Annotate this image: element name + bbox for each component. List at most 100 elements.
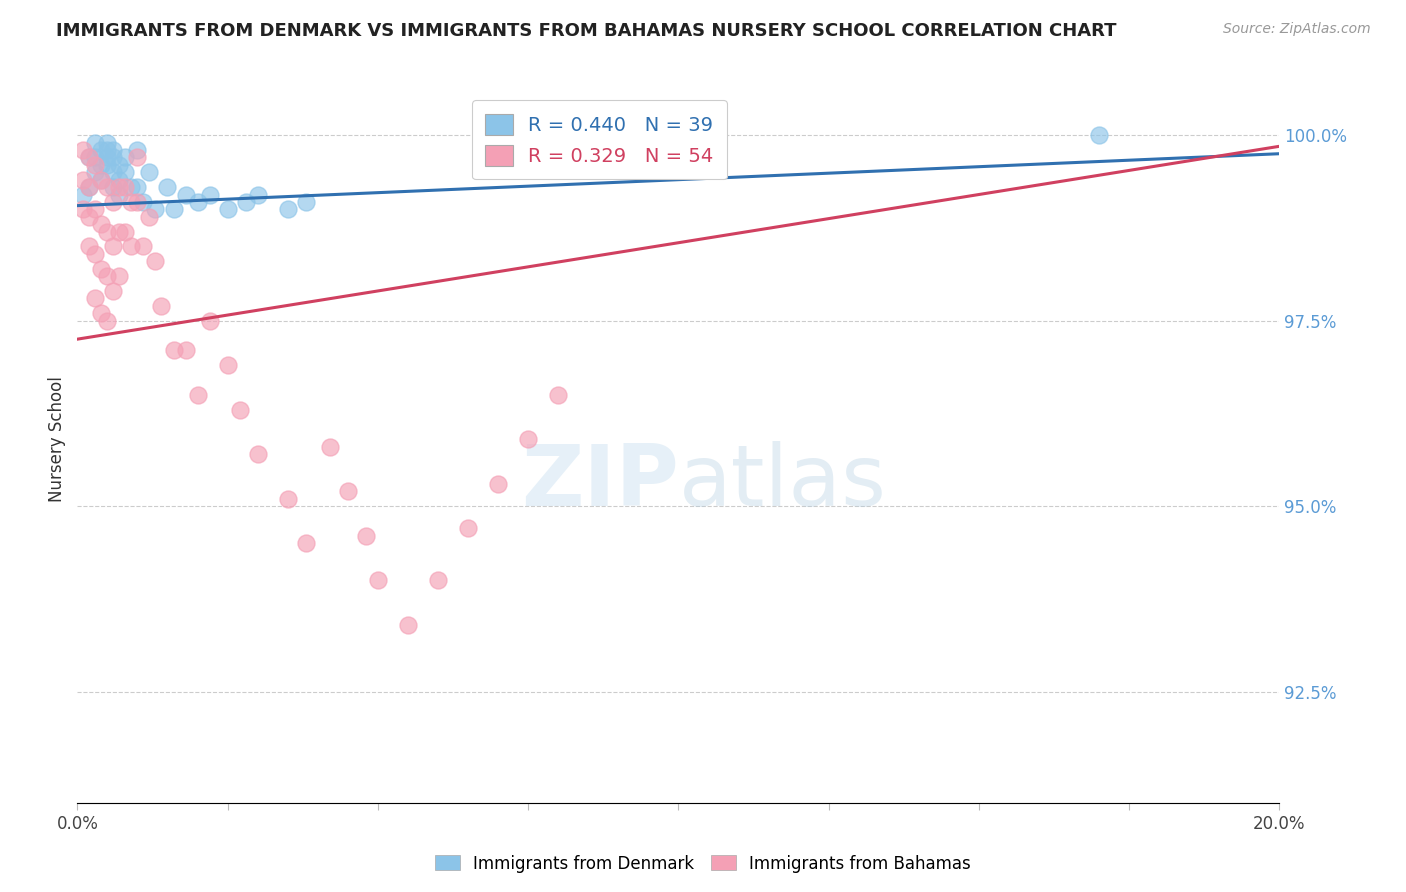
Point: [96, 225, 118, 239]
Point: [103, 284, 125, 298]
Point: [103, 239, 125, 253]
Point: [138, 165, 160, 179]
Point: [277, 491, 299, 506]
Point: [217, 358, 239, 372]
Point: [79, 150, 101, 164]
Point: [457, 521, 479, 535]
Point: [246, 447, 269, 461]
Point: [354, 529, 377, 543]
Point: [79, 180, 101, 194]
Point: [427, 574, 450, 588]
Point: [127, 143, 149, 157]
Point: [84, 247, 107, 261]
Point: [132, 194, 155, 209]
Point: [90, 306, 112, 320]
Point: [96, 313, 118, 327]
Point: [84, 158, 107, 172]
Point: [150, 299, 173, 313]
Point: [114, 165, 136, 179]
Point: [79, 180, 101, 194]
Point: [79, 150, 101, 164]
Point: [277, 202, 299, 217]
Text: ZIP: ZIP: [520, 442, 679, 524]
Point: [84, 165, 107, 179]
Text: IMMIGRANTS FROM DENMARK VS IMMIGRANTS FROM BAHAMAS NURSERY SCHOOL CORRELATION CH: IMMIGRANTS FROM DENMARK VS IMMIGRANTS FR…: [56, 22, 1116, 40]
Point: [72, 172, 94, 186]
Point: [90, 158, 112, 172]
Point: [108, 269, 131, 284]
Point: [187, 194, 209, 209]
Point: [367, 574, 389, 588]
Point: [246, 187, 269, 202]
Point: [145, 202, 167, 217]
Point: [108, 180, 131, 194]
Point: [396, 617, 419, 632]
Point: [294, 536, 316, 550]
Point: [156, 180, 179, 194]
Point: [103, 165, 125, 179]
Point: [72, 202, 94, 217]
Point: [138, 210, 160, 224]
Point: [79, 210, 101, 224]
Point: [84, 291, 107, 305]
Point: [294, 194, 316, 209]
Point: [127, 194, 149, 209]
Point: [90, 261, 112, 276]
Point: [319, 440, 342, 454]
Point: [228, 402, 250, 417]
Point: [114, 180, 136, 194]
Point: [517, 433, 540, 447]
Point: [174, 187, 197, 202]
Point: [336, 484, 359, 499]
Point: [120, 239, 142, 253]
Legend: Immigrants from Denmark, Immigrants from Bahamas: Immigrants from Denmark, Immigrants from…: [429, 848, 977, 880]
Point: [96, 150, 118, 164]
Point: [84, 136, 107, 150]
Point: [217, 202, 239, 217]
Point: [174, 343, 197, 358]
Point: [103, 194, 125, 209]
Point: [84, 150, 107, 164]
Point: [72, 187, 94, 202]
Point: [96, 143, 118, 157]
Point: [162, 202, 184, 217]
Point: [127, 180, 149, 194]
Point: [84, 202, 107, 217]
Point: [132, 239, 155, 253]
Text: atlas: atlas: [679, 442, 886, 524]
Point: [198, 187, 221, 202]
Text: Source: ZipAtlas.com: Source: ZipAtlas.com: [1223, 22, 1371, 37]
Point: [90, 172, 112, 186]
Point: [108, 158, 131, 172]
Point: [96, 180, 118, 194]
Point: [114, 150, 136, 164]
Point: [162, 343, 184, 358]
Point: [187, 388, 209, 402]
Point: [90, 217, 112, 231]
Point: [127, 150, 149, 164]
Point: [145, 254, 167, 268]
Point: [103, 180, 125, 194]
Point: [90, 143, 112, 157]
Point: [547, 388, 569, 402]
Point: [103, 143, 125, 157]
Point: [108, 187, 131, 202]
Y-axis label: Nursery School: Nursery School: [48, 376, 66, 502]
Point: [72, 143, 94, 157]
Point: [120, 194, 142, 209]
Point: [486, 476, 509, 491]
Legend: R = 0.440   N = 39, R = 0.329   N = 54: R = 0.440 N = 39, R = 0.329 N = 54: [472, 100, 727, 179]
Point: [96, 158, 118, 172]
Point: [114, 225, 136, 239]
Point: [96, 269, 118, 284]
Point: [79, 239, 101, 253]
Point: [1088, 128, 1111, 143]
Point: [198, 313, 221, 327]
Point: [108, 172, 131, 186]
Point: [90, 172, 112, 186]
Point: [120, 180, 142, 194]
Point: [235, 194, 257, 209]
Point: [96, 136, 118, 150]
Point: [108, 225, 131, 239]
Point: [103, 150, 125, 164]
